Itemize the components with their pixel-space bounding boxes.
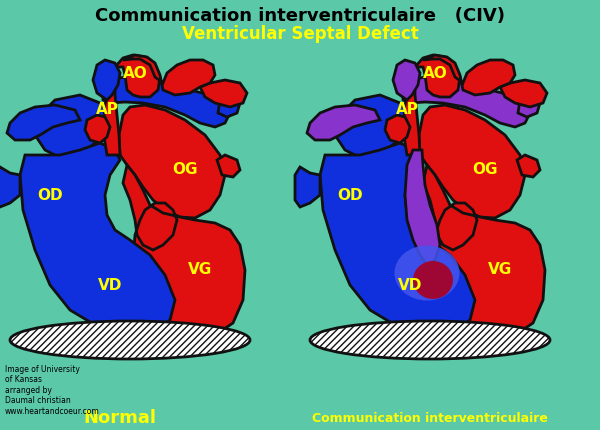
Polygon shape (0, 167, 20, 207)
Ellipse shape (310, 321, 550, 359)
Ellipse shape (395, 246, 460, 301)
Polygon shape (200, 80, 247, 107)
Text: Normal: Normal (83, 409, 157, 427)
Text: AP: AP (95, 102, 118, 117)
Polygon shape (119, 105, 225, 218)
Polygon shape (217, 155, 240, 177)
Polygon shape (403, 55, 460, 155)
Text: VD: VD (98, 277, 122, 292)
Text: VG: VG (488, 262, 512, 277)
Polygon shape (93, 60, 120, 100)
Polygon shape (517, 155, 540, 177)
Polygon shape (419, 105, 525, 218)
Polygon shape (7, 105, 80, 140)
Polygon shape (403, 77, 530, 127)
Polygon shape (405, 150, 440, 265)
Polygon shape (20, 143, 175, 333)
Text: Image of University
of Kansas
arranged by
Daumal christian
www.heartandcoeur.com: Image of University of Kansas arranged b… (5, 365, 100, 416)
Polygon shape (218, 97, 240, 117)
Polygon shape (295, 167, 320, 207)
Text: Communication interventriculaire   (CIV): Communication interventriculaire (CIV) (95, 7, 505, 25)
Polygon shape (423, 165, 545, 340)
Text: OG: OG (172, 163, 198, 178)
Text: AP: AP (395, 102, 418, 117)
Polygon shape (385, 115, 410, 143)
Polygon shape (103, 77, 230, 127)
Text: VG: VG (188, 262, 212, 277)
Polygon shape (103, 55, 160, 155)
Text: AO: AO (422, 65, 448, 80)
Text: OD: OD (37, 187, 63, 203)
Polygon shape (85, 115, 110, 143)
Ellipse shape (413, 261, 453, 299)
Text: OG: OG (472, 163, 498, 178)
Polygon shape (335, 95, 410, 160)
Polygon shape (123, 55, 215, 95)
Polygon shape (35, 95, 110, 160)
Text: AO: AO (122, 65, 148, 80)
Polygon shape (518, 97, 540, 117)
Ellipse shape (10, 321, 250, 359)
Text: VD: VD (398, 277, 422, 292)
Text: Communication interventriculaire: Communication interventriculaire (312, 412, 548, 424)
Text: OD: OD (337, 187, 363, 203)
Polygon shape (307, 105, 380, 140)
Polygon shape (123, 165, 245, 340)
Polygon shape (423, 55, 515, 95)
Polygon shape (320, 143, 475, 333)
Polygon shape (500, 80, 547, 107)
Text: Ventricular Septal Defect: Ventricular Septal Defect (182, 25, 418, 43)
Polygon shape (393, 60, 420, 100)
